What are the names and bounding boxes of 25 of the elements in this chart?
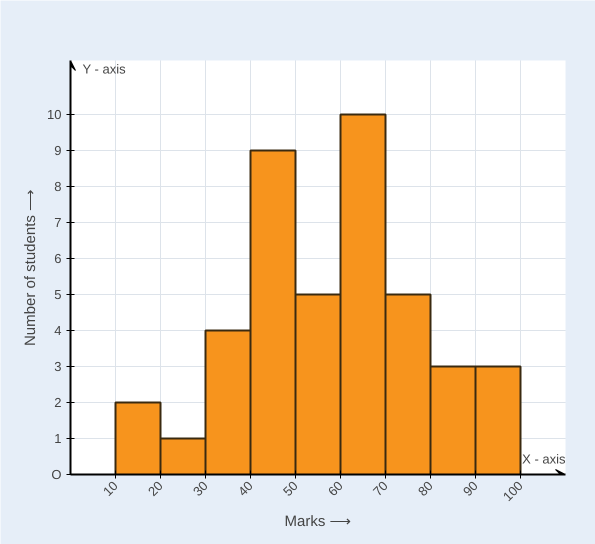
annotation: X - axis [522, 452, 566, 466]
x-tick-label: 50 [280, 478, 301, 500]
annotation: Y - axis [82, 62, 126, 76]
y-tick-label: 5 [54, 287, 62, 302]
y-tick-label: 2 [54, 395, 62, 410]
y-tick-label: 3 [54, 359, 62, 374]
y-tick-label: O [51, 467, 62, 482]
x-tick-label: 90 [460, 478, 481, 500]
y-tick-label: 4 [54, 323, 62, 338]
x-tick-label: 30 [190, 478, 211, 500]
y-tick-label: 9 [54, 143, 62, 158]
x-tick-label: 60 [324, 478, 346, 500]
y-tick-label: 10 [47, 107, 62, 122]
x-tick-label: 40 [234, 478, 256, 500]
x-tick-label: 70 [370, 478, 391, 500]
y-axis-title: Number of students ⟶ [22, 188, 40, 346]
y-tick-label: 1 [54, 431, 62, 446]
y-tick-label: 6 [54, 251, 62, 266]
x-axis-title: Marks ⟶ [284, 513, 352, 530]
y-tick-label: 8 [54, 179, 62, 194]
x-tick-label: 100 [500, 478, 526, 504]
x-tick-label: 20 [144, 478, 166, 500]
y-tick-label: 7 [54, 215, 62, 230]
x-tick-label: 80 [414, 478, 436, 500]
x-tick-label: 10 [100, 478, 121, 500]
